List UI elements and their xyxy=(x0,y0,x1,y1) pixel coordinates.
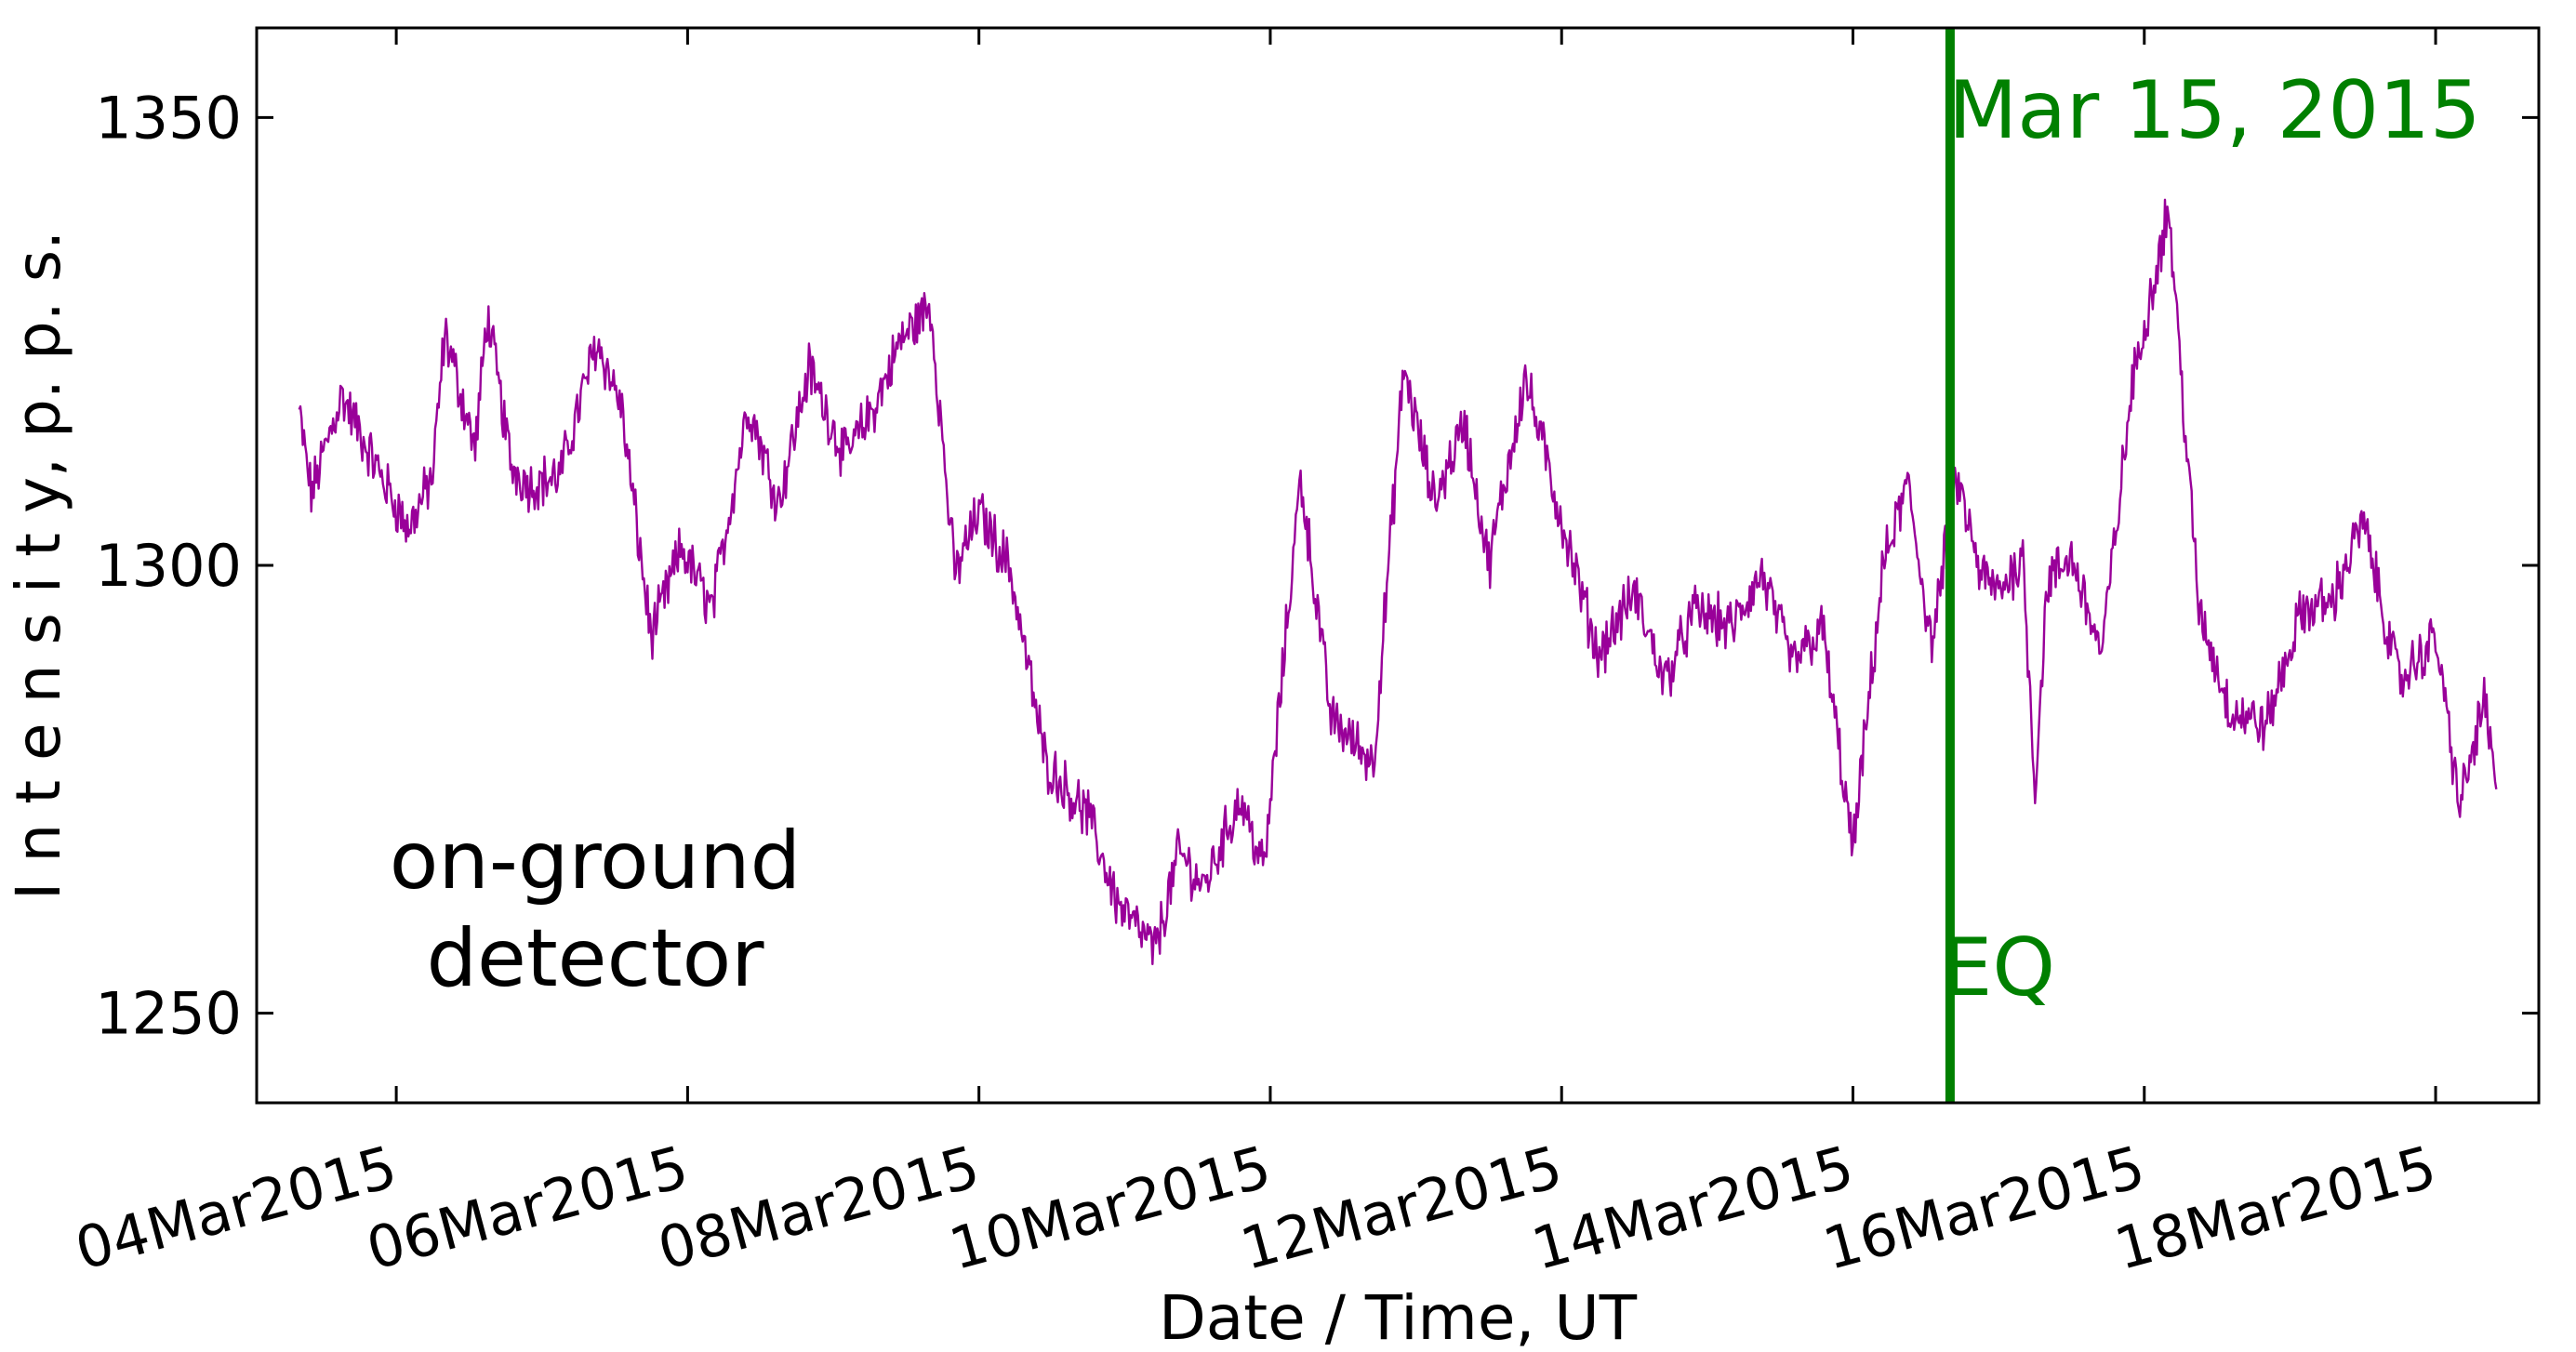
annotation-detector: detector xyxy=(426,912,764,1005)
x-tick-label: 04Mar2015 xyxy=(68,1133,403,1283)
series-layer xyxy=(298,198,2498,966)
annotation-event-date: Mar 15, 2015 xyxy=(1948,64,2481,157)
x-tick-label: 06Mar2015 xyxy=(360,1133,695,1283)
x-tick-label: 12Mar2015 xyxy=(1234,1133,1569,1283)
x-tick-label: 10Mar2015 xyxy=(942,1133,1277,1283)
series-line xyxy=(298,198,2498,966)
y-tick-label: 1350 xyxy=(95,84,242,152)
x-tick-label: 16Mar2015 xyxy=(1816,1133,2151,1283)
x-tick-label: 14Mar2015 xyxy=(1525,1133,1860,1283)
x-axis: 04Mar201506Mar201508Mar201510Mar201512Ma… xyxy=(68,28,2443,1283)
y-axis: 1250 1300 1350 xyxy=(95,84,2539,1048)
annotation-on-ground: on-ground xyxy=(390,815,801,908)
x-tick-label: 08Mar2015 xyxy=(651,1133,986,1283)
y-tick-label: 1250 xyxy=(95,980,242,1048)
x-tick-label: 18Mar2015 xyxy=(2107,1133,2442,1283)
y-axis-label: I n t e n s i t y, p. p. s. xyxy=(3,231,74,900)
annotation-eq: EQ xyxy=(1942,921,2055,1014)
x-axis-label: Date / Time, UT xyxy=(1159,1282,1638,1352)
y-tick-label: 1300 xyxy=(95,532,242,600)
